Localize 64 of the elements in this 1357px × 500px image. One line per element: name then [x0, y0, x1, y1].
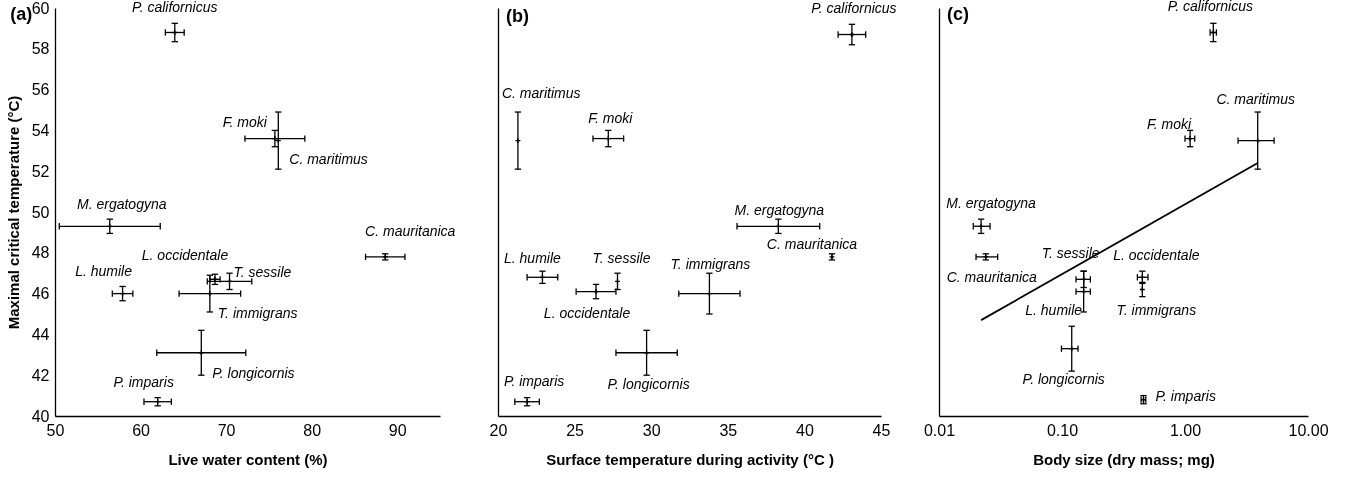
x-tick-label: 10.00 [1288, 421, 1329, 439]
y-tick-label: 48 [31, 244, 50, 262]
series-label: P. imparis [503, 372, 565, 389]
x-tick-label: 0.10 [1046, 421, 1079, 439]
series-label: L. humile [1025, 301, 1083, 318]
series-label: T. immigrans [670, 255, 751, 272]
series-label: P. californicus [132, 0, 218, 16]
series-label: P. californicus [811, 0, 897, 16]
chart-title: (c) [947, 4, 969, 25]
series-label: T. sessile [233, 264, 292, 281]
series-label: P. californicus [1167, 0, 1254, 15]
y-tick-label: 52 [31, 162, 50, 180]
y-tick-label: 44 [31, 325, 50, 343]
y-tick-label: 42 [31, 366, 50, 384]
y-tick-label: 58 [31, 40, 50, 58]
x-axis-title: Body size (dry mass; mg) [1033, 450, 1215, 468]
series-label: T. immigrans [217, 304, 298, 321]
chart-title: (a) [10, 4, 33, 24]
y-tick-label: 50 [31, 203, 50, 221]
series-label: P. longicornis [212, 364, 295, 381]
y-tick-label: 46 [31, 285, 50, 303]
series-label: C. maritimus [289, 150, 368, 167]
y-tick-label: 60 [31, 0, 50, 17]
series-label: F. moki [222, 113, 268, 130]
x-tick-label: 0.01 [923, 421, 956, 439]
x-tick-label: 20 [489, 421, 508, 439]
series-label: L. humile [504, 250, 562, 267]
series-label: P. imparis [1155, 387, 1216, 404]
series-label: T. sessile [1041, 245, 1100, 262]
x-tick-label: 60 [132, 421, 151, 439]
x-axis-title: Live water content (%) [168, 450, 328, 468]
series-label: T. sessile [592, 250, 651, 267]
y-tick-label: 56 [31, 81, 50, 99]
chart-title: (b) [506, 5, 529, 26]
x-tick-label: 70 [217, 421, 236, 439]
x-tick-label: 45 [872, 421, 891, 439]
text: C. maritimus [501, 84, 581, 101]
y-axis-title: Maximal critical temperature (°C) [4, 95, 22, 330]
x-tick-label: 90 [388, 421, 407, 439]
x-tick-label: 25 [566, 421, 585, 439]
x-tick-label: 80 [303, 421, 322, 439]
series-label: M. ergatogyna [946, 195, 1037, 212]
series-label: C. mauritanica [946, 268, 1038, 285]
series-label: C. mauritanica [766, 235, 858, 252]
text: C. maritimus [1216, 90, 1295, 107]
series-label: L. occidentale [141, 247, 229, 264]
series-label: C. mauritanica [365, 222, 456, 239]
text: P. longicornis [607, 375, 690, 392]
series-label: F. moki [588, 109, 634, 126]
series-label: P. imparis [113, 373, 174, 390]
series-label: L. occidentale [1113, 247, 1200, 264]
series-label: L. humile [75, 262, 133, 279]
x-tick-label: 30 [642, 421, 661, 439]
x-tick-label: 1.00 [1169, 421, 1202, 439]
series-label: L. occidentale [543, 304, 631, 321]
series-label: F. moki [1147, 115, 1193, 132]
x-tick-label: 35 [719, 421, 738, 439]
series-label: M. ergatogyna [77, 196, 167, 213]
series-label: M. ergatogyna [734, 202, 825, 219]
x-axis-title: Surface temperature during activity (°C ) [546, 450, 834, 468]
y-tick-label: 54 [31, 121, 50, 139]
text: P. longicornis [1022, 370, 1105, 387]
x-tick-label: 40 [796, 421, 814, 439]
series-label: T. immigrans [1116, 301, 1197, 318]
